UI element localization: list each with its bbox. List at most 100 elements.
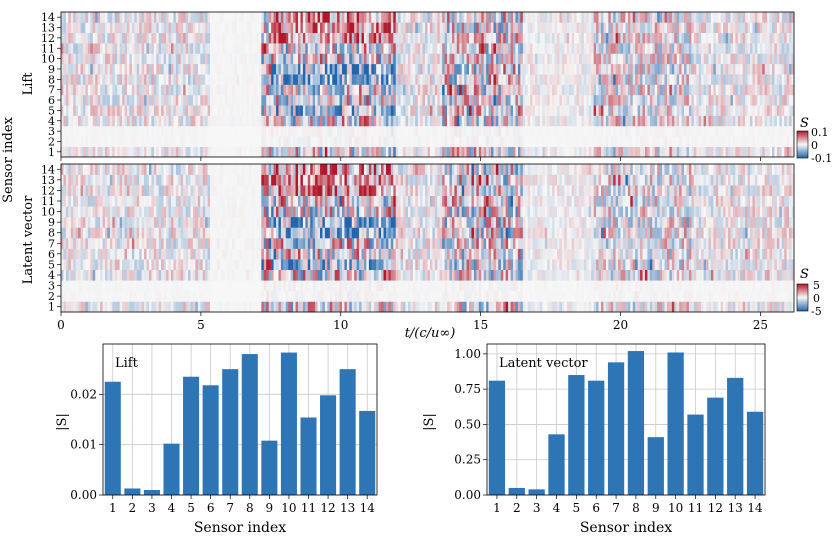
heatmap-cell [745, 53, 748, 65]
heatmap-cell [109, 53, 113, 65]
heatmap-cell [581, 125, 585, 137]
heatmap-cell [625, 22, 629, 34]
heatmap-cell [449, 53, 453, 65]
heatmap-cell [762, 136, 765, 147]
heatmap-cell [620, 22, 624, 34]
heatmap-cell [273, 74, 277, 85]
heatmap-cell [158, 136, 162, 147]
heatmap-cell [461, 74, 465, 85]
heatmap-cell [476, 43, 480, 54]
heatmap-cell [752, 12, 756, 23]
heatmap-cell [178, 53, 182, 65]
heatmap-cell [334, 12, 338, 23]
heatmap-cell [227, 280, 230, 292]
heatmap-cell [185, 280, 189, 292]
heatmap-cell [285, 290, 289, 302]
heatmap-cell [300, 115, 304, 127]
heatmap-cell [224, 74, 228, 85]
heatmap-cell [373, 290, 377, 302]
heatmap-cell [405, 53, 409, 65]
heatmap-cell [78, 136, 81, 147]
heatmap-cell [461, 125, 465, 137]
heatmap-cell [627, 32, 631, 44]
heatmap-cell [686, 74, 690, 85]
heatmap-cell [581, 290, 585, 302]
heatmap-cell [305, 43, 309, 54]
heatmap-cell [87, 146, 91, 158]
heatmap-cell [525, 84, 528, 96]
heatmap-cell [603, 301, 607, 313]
heatmap-cell [483, 136, 487, 147]
heatmap-cell [266, 22, 269, 34]
heatmap-cell [261, 22, 265, 34]
heatmap-cell [183, 22, 186, 34]
heatmap-cell [205, 136, 208, 147]
heatmap-cell [517, 105, 521, 116]
heatmap-cell [183, 115, 186, 127]
heatmap-cell [632, 301, 636, 313]
heatmap-cell [107, 105, 111, 116]
heatmap-cell [542, 74, 546, 85]
heatmap-cell [442, 84, 445, 96]
heatmap-cell [271, 12, 274, 23]
heatmap-cell [596, 12, 599, 23]
heatmap-cell [456, 22, 460, 34]
heatmap-cell [596, 43, 599, 54]
heatmap-cell [334, 22, 338, 34]
heatmap-cell [207, 301, 211, 313]
heatmap-cell [750, 301, 753, 313]
y-tick-label: 4 [48, 115, 55, 128]
heatmap-cell [459, 115, 462, 127]
heatmap-cell [344, 280, 348, 292]
heatmap-cell [273, 84, 277, 96]
heatmap-cell [315, 63, 318, 75]
heatmap-cell [762, 146, 765, 158]
heatmap-cell [351, 105, 355, 116]
heatmap-cell [730, 43, 734, 54]
heatmap-cell [219, 74, 223, 85]
heatmap-cell [447, 115, 450, 127]
heatmap-cell [236, 12, 240, 23]
heatmap-cell [742, 32, 746, 44]
heatmap-cell [393, 32, 397, 44]
heatmap-cell [139, 290, 142, 302]
heatmap-cell [615, 146, 619, 158]
heatmap-cell [713, 22, 717, 34]
heatmap-cell [268, 94, 272, 106]
heatmap-cell [549, 146, 553, 158]
heatmap-cell [764, 53, 768, 65]
heatmap-cell [471, 301, 475, 313]
heatmap-cell [600, 22, 604, 34]
heatmap-cell [723, 94, 726, 106]
heatmap-cell [346, 43, 350, 54]
heatmap-cell [732, 63, 736, 75]
heatmap-cell [493, 301, 497, 313]
heatmap-cell [156, 136, 160, 147]
heatmap-cell [657, 53, 660, 65]
heatmap-cell [214, 94, 218, 106]
heatmap-cell [417, 290, 421, 302]
heatmap-cell [285, 280, 289, 292]
heatmap-cell [126, 125, 130, 137]
heatmap-cell [258, 43, 262, 54]
heatmap-cell [517, 301, 521, 313]
heatmap-cell [679, 32, 682, 44]
heatmap-cell [495, 115, 499, 127]
heatmap-cell [559, 53, 563, 65]
heatmap-cell [258, 53, 262, 65]
heatmap-cell [178, 136, 182, 147]
heatmap-cell [227, 84, 230, 96]
heatmap-cell [337, 301, 340, 313]
heatmap-cell [745, 12, 748, 23]
heatmap-cell [505, 301, 509, 313]
heatmap-cell [547, 84, 550, 96]
heatmap-cell [786, 12, 790, 23]
heatmap-cell [361, 22, 365, 34]
heatmap-cell [117, 12, 120, 23]
y-tick-label: 9 [48, 63, 55, 76]
heatmap-cell [234, 105, 238, 116]
sensor-index-outer-label: Sensor index [1, 116, 16, 202]
heatmap-cell [263, 115, 267, 127]
heatmap-cell [293, 115, 296, 127]
heatmap-cell [90, 94, 94, 106]
